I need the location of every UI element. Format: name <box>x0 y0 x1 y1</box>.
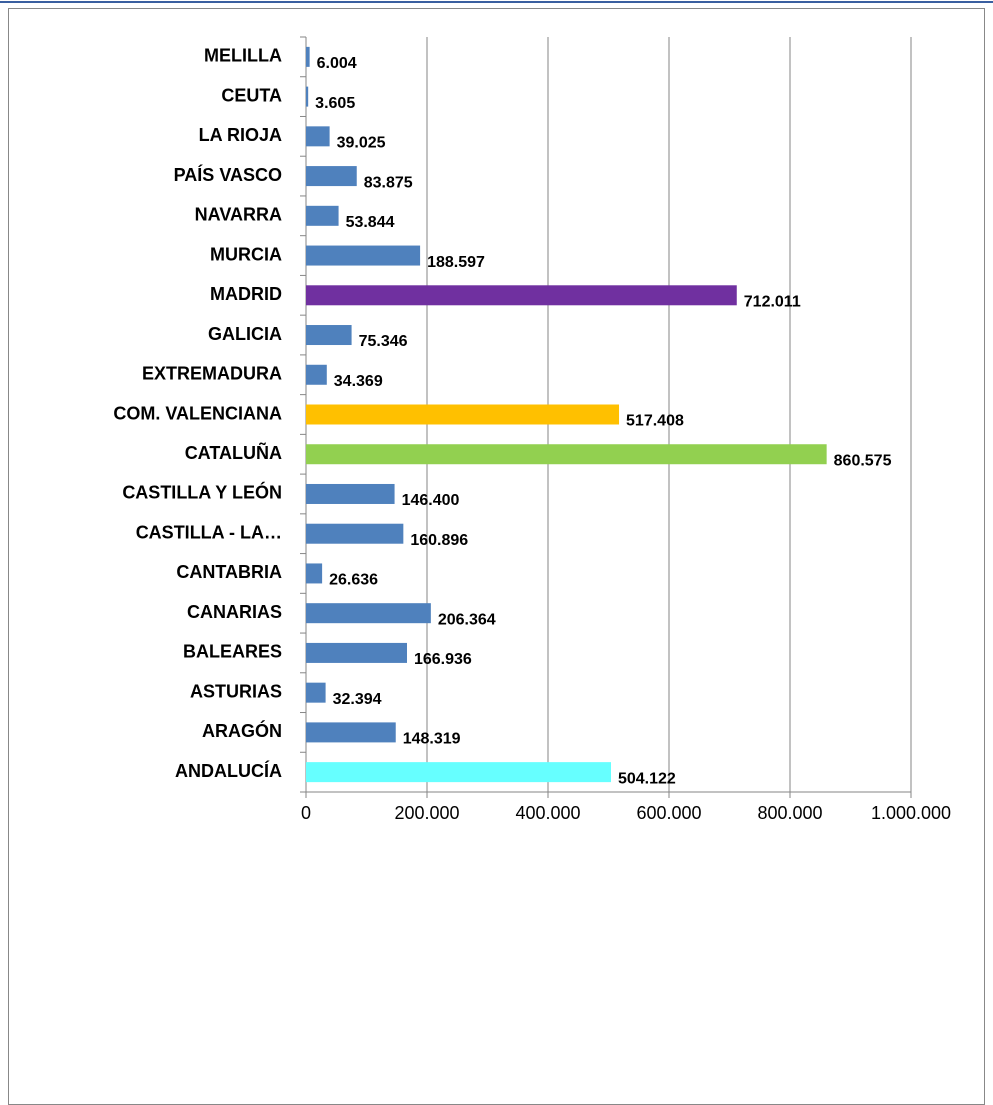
bar <box>306 166 357 187</box>
data-label: 6.004 <box>317 55 357 72</box>
y-tick-label: CASTILLA - LA… <box>136 522 282 542</box>
bar <box>306 285 737 306</box>
data-label: 39.025 <box>337 135 386 152</box>
data-label: 32.394 <box>333 691 382 708</box>
bar <box>306 86 309 107</box>
y-tick-label: CANARIAS <box>187 602 282 622</box>
bar <box>306 364 327 385</box>
data-label: 3.605 <box>315 95 355 112</box>
x-tick-label: 1.000.000 <box>871 803 951 823</box>
data-label: 712.011 <box>744 294 801 311</box>
y-tick-label: MURCIA <box>210 244 282 264</box>
bar <box>306 404 620 425</box>
bar <box>306 245 421 266</box>
data-label: 83.875 <box>364 174 413 191</box>
bar <box>306 563 323 584</box>
y-tick-label: CASTILLA Y LEÓN <box>122 482 282 503</box>
y-tick-label: CEUTA <box>221 85 282 105</box>
data-label: 166.936 <box>414 651 472 668</box>
bar <box>306 126 330 147</box>
x-tick-label: 600.000 <box>636 803 701 823</box>
data-label: 148.319 <box>403 731 461 748</box>
data-label: 206.364 <box>438 611 496 628</box>
data-label: 860.575 <box>834 452 892 469</box>
chart-border <box>8 8 985 1105</box>
bar <box>306 762 611 783</box>
y-tick-label: CATALUÑA <box>185 442 282 463</box>
bar <box>306 46 310 67</box>
y-tick-label: MADRID <box>210 284 282 304</box>
bar <box>306 325 352 346</box>
data-label: 517.408 <box>626 413 684 430</box>
bar <box>306 205 339 226</box>
y-tick-label: ARAGÓN <box>202 720 282 741</box>
y-tick-label: COM. VALENCIANA <box>113 403 282 423</box>
x-tick-label: 400.000 <box>515 803 580 823</box>
bar <box>306 642 407 663</box>
bar <box>306 444 827 465</box>
data-label: 146.400 <box>402 492 460 509</box>
y-tick-label: ASTURIAS <box>190 681 282 701</box>
y-tick-label: PAÍS VASCO <box>174 164 282 185</box>
y-tick-label: ANDALUCÍA <box>175 760 282 781</box>
y-tick-label: MELILLA <box>204 46 282 66</box>
y-tick-label: LA RIOJA <box>199 125 282 145</box>
data-label: 160.896 <box>410 532 468 549</box>
data-label: 188.597 <box>427 254 485 271</box>
y-tick-label: GALICIA <box>208 324 282 344</box>
x-tick-label: 800.000 <box>757 803 822 823</box>
y-tick-label: EXTREMADURA <box>142 364 282 384</box>
data-label: 75.346 <box>359 333 408 350</box>
y-tick-label: NAVARRA <box>195 205 282 225</box>
data-label: 53.844 <box>346 214 395 231</box>
bar <box>306 483 395 504</box>
bar <box>306 523 404 544</box>
data-label: 26.636 <box>329 572 378 589</box>
data-label: 504.122 <box>618 770 676 787</box>
y-tick-label: CANTABRIA <box>176 562 282 582</box>
data-label: 34.369 <box>334 373 383 390</box>
x-tick-label: 0 <box>301 803 311 823</box>
bar <box>306 722 396 743</box>
x-tick-label: 200.000 <box>394 803 459 823</box>
bar <box>306 603 431 624</box>
y-tick-label: BALEARES <box>183 642 282 662</box>
bar <box>306 682 326 703</box>
